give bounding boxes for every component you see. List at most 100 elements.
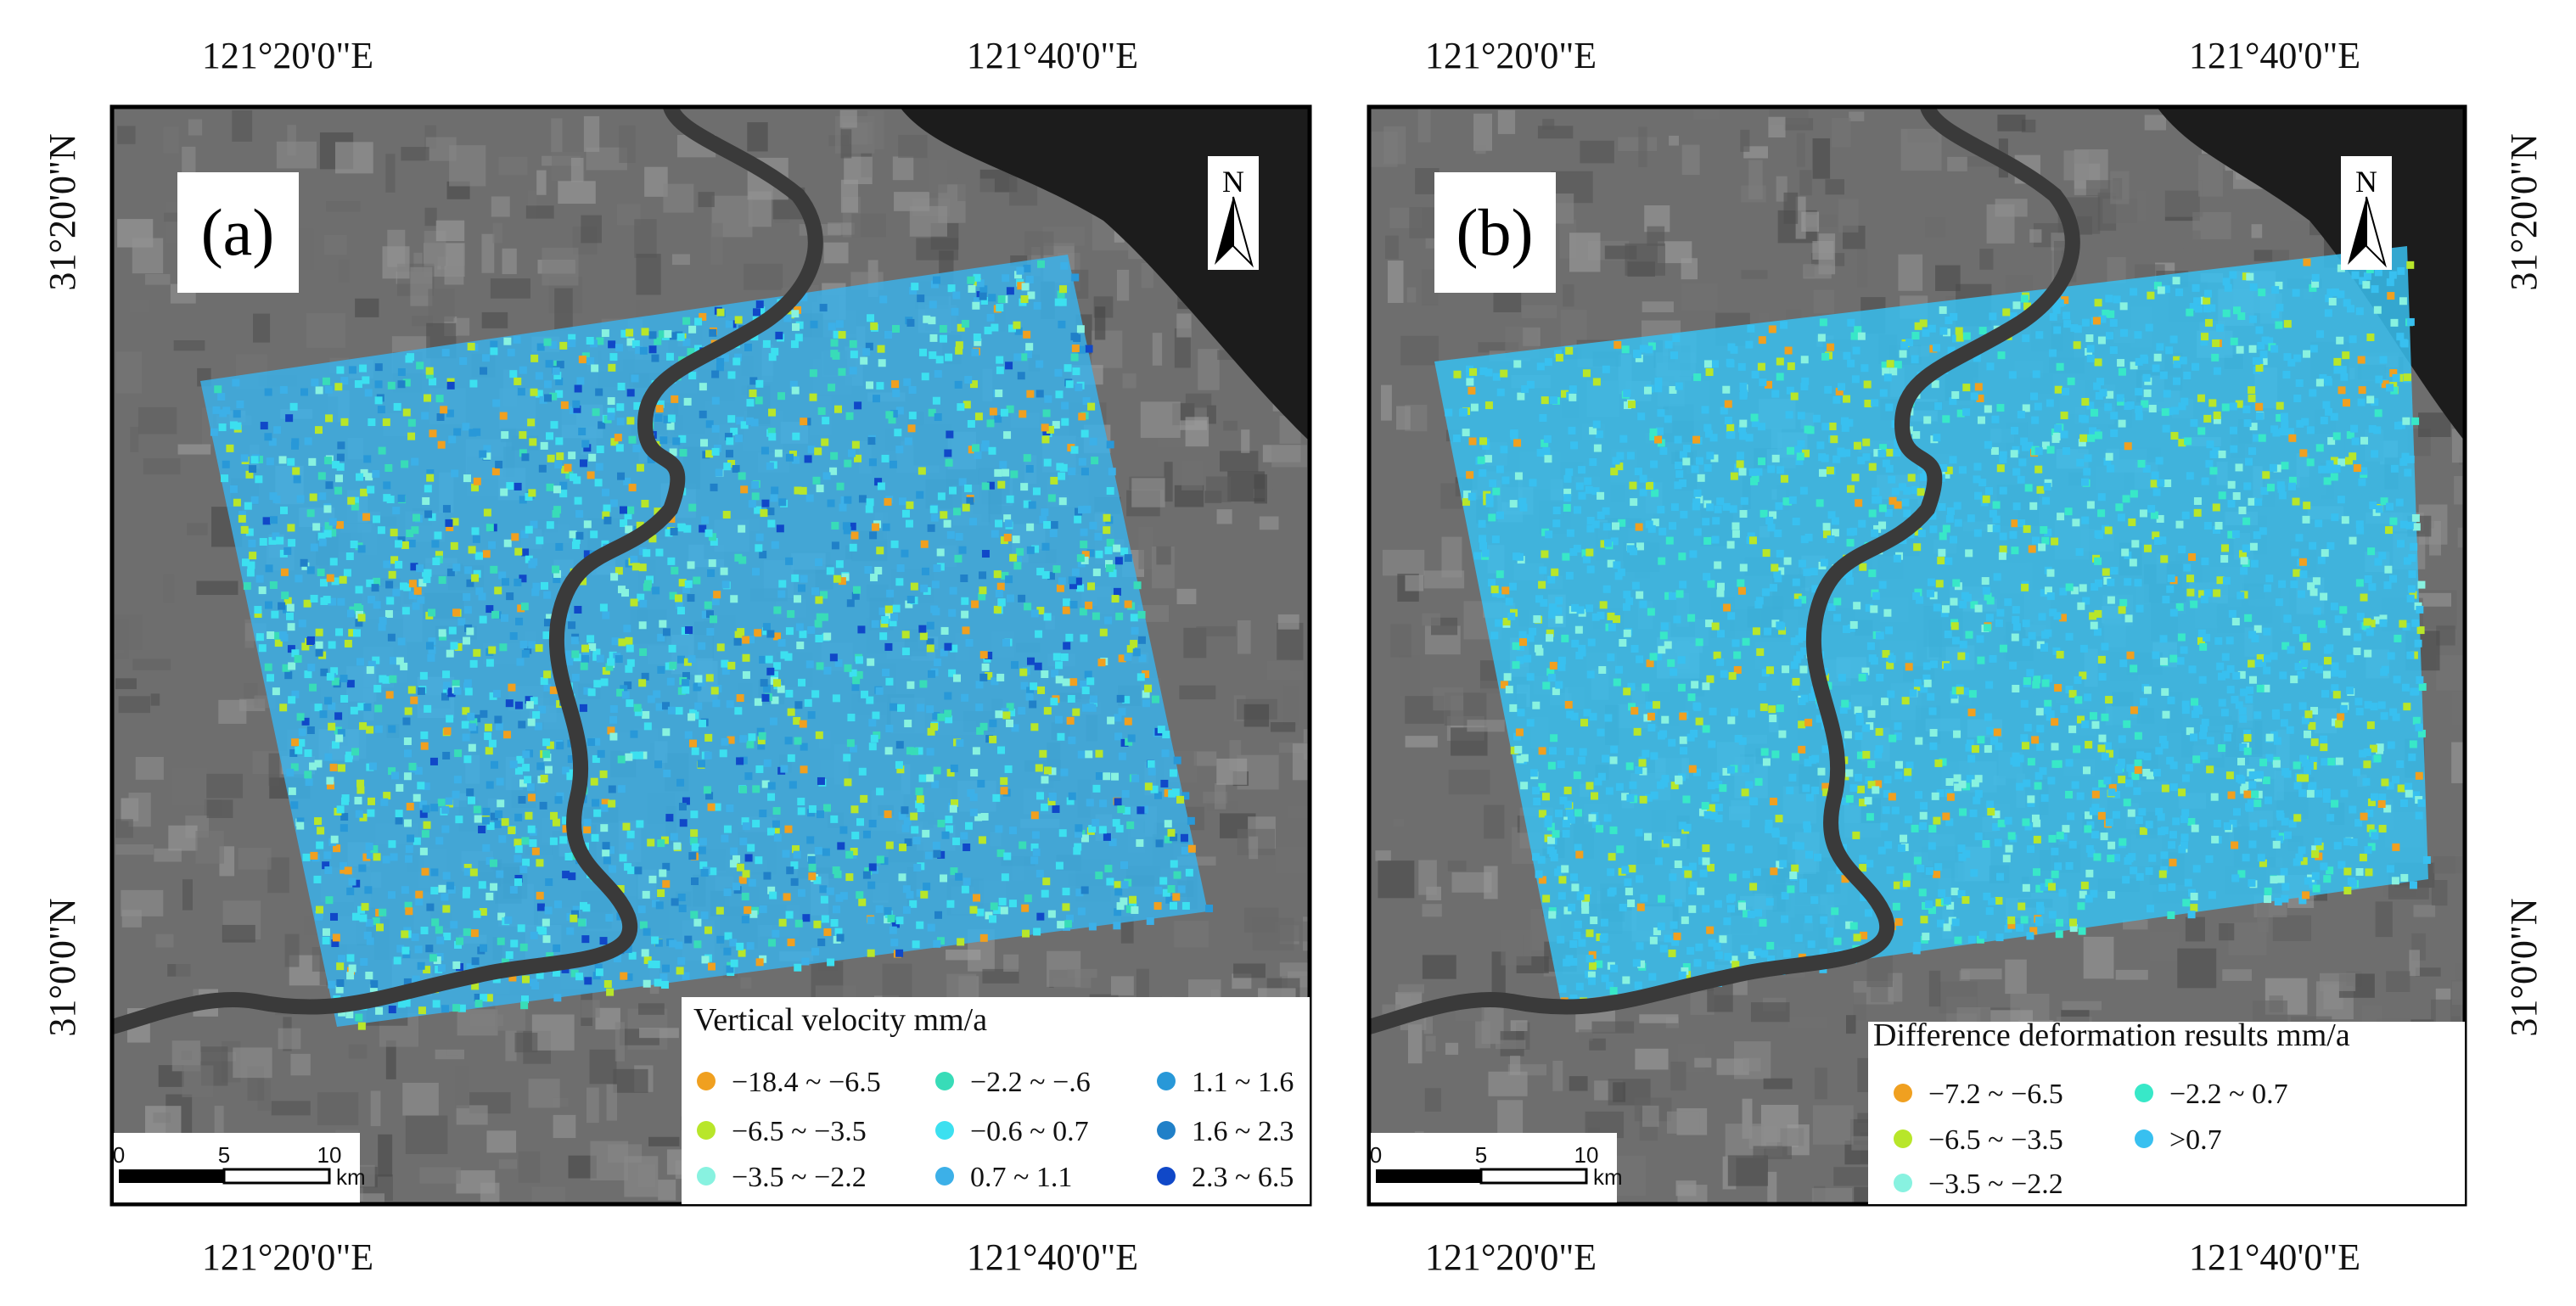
deformation-point xyxy=(1609,826,1618,834)
deformation-point xyxy=(414,945,423,954)
deformation-point xyxy=(962,877,971,886)
deformation-point xyxy=(356,786,365,794)
deformation-point xyxy=(326,776,334,785)
deformation-point xyxy=(875,905,884,913)
deformation-point xyxy=(2152,488,2161,496)
deformation-point xyxy=(972,444,979,452)
deformation-point xyxy=(693,918,702,927)
deformation-point xyxy=(676,333,685,341)
deformation-point xyxy=(1041,542,1050,551)
deformation-point xyxy=(595,968,603,977)
sar-texture xyxy=(1647,226,1665,246)
deformation-point xyxy=(1939,305,1947,314)
deformation-point xyxy=(2027,758,2035,766)
sar-texture xyxy=(278,1028,301,1050)
deformation-point xyxy=(560,401,569,409)
deformation-point xyxy=(738,556,747,564)
deformation-point xyxy=(559,481,568,490)
deformation-point xyxy=(587,688,596,697)
deformation-point xyxy=(508,973,517,982)
deformation-point xyxy=(1005,575,1013,584)
deformation-point xyxy=(831,541,839,550)
sar-texture xyxy=(554,288,573,331)
deformation-point xyxy=(328,529,337,537)
deformation-point xyxy=(964,484,973,492)
sar-texture xyxy=(176,960,199,1000)
sar-texture xyxy=(1925,217,1946,238)
deformation-point xyxy=(784,653,793,661)
deformation-point xyxy=(296,713,305,721)
deformation-point xyxy=(981,550,990,558)
deformation-point xyxy=(755,300,764,309)
sar-texture xyxy=(1935,265,1961,291)
deformation-point xyxy=(672,437,681,446)
deformation-point xyxy=(943,519,951,528)
deformation-point xyxy=(934,370,942,378)
sar-texture xyxy=(1179,685,1216,700)
sar-texture xyxy=(2431,879,2448,906)
deformation-point xyxy=(2113,790,2121,799)
deformation-point xyxy=(812,476,821,485)
deformation-point xyxy=(482,550,491,558)
deformation-point xyxy=(937,850,946,859)
deformation-point xyxy=(1593,444,1602,452)
deformation-point xyxy=(363,703,372,711)
deformation-point xyxy=(2178,439,2186,447)
deformation-point xyxy=(734,316,743,324)
sar-texture xyxy=(1639,1014,1679,1023)
deformation-point xyxy=(1043,458,1052,467)
deformation-point xyxy=(920,890,929,899)
deformation-point xyxy=(648,875,657,883)
deformation-point xyxy=(463,928,471,936)
deformation-point xyxy=(320,668,328,676)
deformation-point xyxy=(979,297,988,305)
deformation-point xyxy=(1719,935,1727,944)
sar-texture xyxy=(385,1040,396,1079)
sar-texture xyxy=(1812,1105,1854,1145)
deformation-point xyxy=(662,880,671,888)
deformation-point xyxy=(1002,638,1011,647)
sar-texture xyxy=(2413,905,2436,917)
deformation-point xyxy=(463,593,471,602)
deformation-point xyxy=(298,728,306,737)
deformation-point xyxy=(657,889,665,898)
deformation-point xyxy=(657,633,665,642)
deformation-point xyxy=(778,918,787,927)
deformation-point xyxy=(1138,654,1147,663)
deformation-point xyxy=(328,722,336,731)
deformation-point xyxy=(786,866,794,875)
deformation-point xyxy=(1094,532,1103,541)
deformation-point xyxy=(1936,789,1945,798)
sar-texture xyxy=(1422,613,1441,626)
deformation-point xyxy=(1977,656,1985,664)
deformation-point xyxy=(565,658,574,666)
deformation-point xyxy=(917,804,925,813)
deformation-point xyxy=(969,380,978,389)
deformation-point xyxy=(579,459,587,468)
deformation-point xyxy=(588,453,597,462)
deformation-point xyxy=(575,972,584,981)
deformation-point xyxy=(971,600,979,608)
deformation-point xyxy=(325,896,334,905)
deformation-point xyxy=(535,372,543,380)
deformation-point xyxy=(407,834,415,843)
deformation-point xyxy=(1130,640,1138,648)
deformation-point xyxy=(1894,722,1902,731)
sar-texture xyxy=(1277,614,1299,630)
deformation-point xyxy=(641,500,649,508)
deformation-point xyxy=(620,519,628,528)
deformation-point xyxy=(701,516,710,524)
deformation-point xyxy=(945,816,953,824)
deformation-point xyxy=(881,454,890,462)
deformation-point xyxy=(304,748,312,757)
deformation-point xyxy=(1131,626,1139,635)
sar-texture xyxy=(1818,233,1836,275)
deformation-point xyxy=(427,653,435,662)
deformation-point xyxy=(792,432,800,440)
deformation-point xyxy=(704,733,713,742)
deformation-point xyxy=(542,918,550,927)
deformation-point xyxy=(1078,506,1086,514)
deformation-point xyxy=(933,766,941,775)
deformation-point xyxy=(1114,881,1122,889)
deformation-point xyxy=(772,826,780,834)
